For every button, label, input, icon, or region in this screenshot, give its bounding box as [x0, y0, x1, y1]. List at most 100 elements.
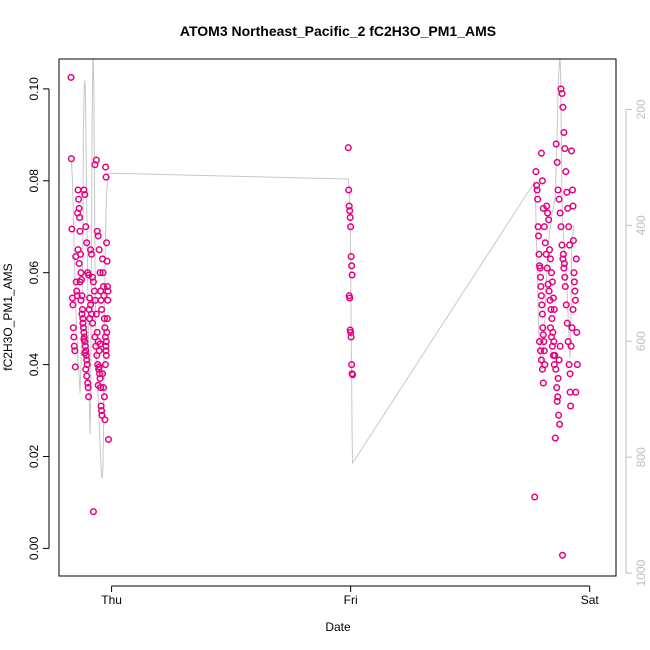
data-point	[102, 347, 110, 355]
data-point	[84, 384, 92, 392]
data-point	[71, 347, 79, 355]
data-point	[563, 188, 571, 196]
data-point	[566, 388, 574, 396]
data-point	[98, 370, 107, 378]
data-point	[551, 434, 559, 442]
data-point	[345, 202, 353, 210]
data-point	[561, 282, 569, 291]
data-point	[91, 333, 99, 341]
data-point	[534, 195, 542, 203]
data-point	[539, 331, 547, 339]
data-point	[573, 328, 581, 336]
data-point	[75, 195, 83, 203]
data-point	[538, 365, 546, 373]
data-point	[96, 340, 104, 348]
data-point	[555, 195, 563, 203]
data-point	[77, 269, 85, 277]
data-point	[98, 305, 106, 314]
data-point	[561, 273, 569, 281]
data-point	[70, 342, 78, 350]
data-point	[549, 351, 557, 359]
data-point	[83, 372, 91, 380]
data-point	[76, 213, 84, 222]
data-point	[88, 273, 97, 281]
data-point	[537, 149, 545, 157]
data-point	[539, 379, 547, 387]
data-point	[94, 381, 102, 389]
y2-tick-label: 400	[634, 215, 648, 235]
data-point	[536, 347, 545, 355]
data-point	[347, 253, 355, 261]
data-point	[95, 363, 103, 371]
data-point	[87, 301, 95, 309]
data-point	[92, 156, 100, 164]
data-point	[569, 305, 577, 314]
data-point	[552, 140, 560, 148]
data-point	[346, 207, 354, 215]
data-point	[92, 310, 100, 318]
data-point	[73, 287, 81, 295]
data-point	[90, 287, 98, 295]
data-point	[548, 278, 556, 286]
y-tick-label: 0.06	[27, 261, 41, 285]
data-point	[99, 269, 107, 277]
data-point	[544, 209, 552, 217]
data-point	[83, 239, 91, 247]
data-point	[77, 296, 85, 304]
data-point	[82, 223, 90, 231]
data-point	[347, 328, 355, 336]
axes: 0.00 0.02 0.04 0.06 0.08 0.10 200 400 600 800 1000…	[27, 77, 648, 607]
x-tick-label: Thu	[101, 593, 122, 607]
data-point	[102, 338, 110, 346]
data-point	[558, 241, 566, 249]
data-point	[541, 239, 549, 247]
data-point	[554, 393, 562, 401]
data-point	[79, 319, 87, 327]
data-point	[345, 186, 353, 194]
data-point	[573, 361, 581, 369]
data-point	[560, 128, 568, 137]
data-point	[85, 393, 93, 401]
data-point	[70, 333, 78, 341]
data-point	[89, 508, 97, 516]
data-point	[347, 333, 355, 341]
data-point	[100, 315, 108, 323]
data-point	[567, 147, 576, 155]
data-point	[537, 292, 545, 300]
data-point	[104, 435, 113, 444]
data-point	[76, 227, 84, 235]
data-point	[553, 158, 561, 166]
data-point	[549, 294, 557, 302]
data-point	[535, 250, 543, 258]
data-point	[81, 349, 89, 357]
data-point	[96, 370, 104, 378]
data-point	[554, 374, 562, 382]
data-point	[347, 223, 355, 231]
data-point	[555, 411, 563, 419]
data-point	[567, 402, 575, 410]
data-point	[565, 361, 573, 369]
data-point	[566, 241, 574, 249]
data-point	[533, 181, 541, 189]
data-point	[346, 294, 354, 302]
data-point	[556, 420, 564, 428]
data-point	[565, 223, 573, 231]
data-point	[103, 282, 112, 291]
data-point	[81, 191, 89, 199]
data-point	[78, 305, 86, 314]
data-point	[553, 397, 561, 405]
data-point	[69, 301, 77, 309]
data-point	[560, 259, 568, 268]
data-point	[540, 223, 548, 231]
data-point	[349, 371, 357, 379]
data-point	[81, 342, 89, 350]
data-point	[98, 407, 106, 415]
data-point	[348, 271, 356, 279]
data-point	[74, 186, 82, 194]
data-point	[100, 393, 108, 401]
data-point	[559, 103, 567, 111]
data-point	[543, 202, 551, 210]
data-point	[88, 319, 97, 327]
data-point	[555, 356, 563, 364]
data-point	[79, 324, 87, 332]
